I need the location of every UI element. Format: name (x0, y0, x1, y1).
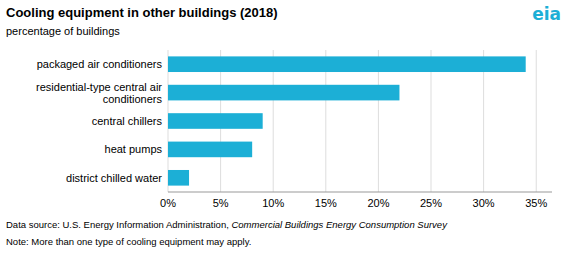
category-label: packaged air conditioners (37, 58, 163, 70)
bar (168, 170, 189, 186)
tick-label: 25% (420, 197, 442, 209)
grid-line (536, 50, 537, 192)
bars (168, 56, 526, 185)
tick-label: 30% (473, 197, 495, 209)
grid (168, 50, 536, 192)
tick-label: 5% (213, 197, 229, 209)
title: Cooling equipment in other buildings (20… (6, 5, 278, 20)
bar (168, 142, 252, 158)
bar (168, 113, 263, 129)
subtitle: percentage of buildings (6, 25, 120, 37)
x-axis (168, 192, 552, 193)
footnote: Data source: U.S. Energy Information Adm… (6, 219, 448, 230)
category-label: district chilled water (66, 172, 162, 184)
category-label: central chillers (92, 115, 163, 127)
bar (168, 56, 526, 72)
footnote-survey: Commercial Buildings Energy Consumption … (231, 219, 448, 230)
footnote-note: Note: More than one type of cooling equi… (6, 236, 251, 247)
tick-label: 10% (262, 197, 284, 209)
tick-label: 35% (525, 197, 547, 209)
tick-label: 15% (315, 197, 337, 209)
tick-label: 20% (367, 197, 389, 209)
category-label: heat pumps (105, 143, 163, 155)
chart: Cooling equipment in other buildings (20… (0, 0, 571, 261)
logo: eia (532, 4, 561, 24)
bar (168, 85, 399, 101)
tick-label: 0% (160, 197, 176, 209)
footnote-source: Data source: U.S. Energy Information Adm… (6, 219, 231, 230)
category-label: residential-type central air conditioner… (36, 81, 162, 105)
